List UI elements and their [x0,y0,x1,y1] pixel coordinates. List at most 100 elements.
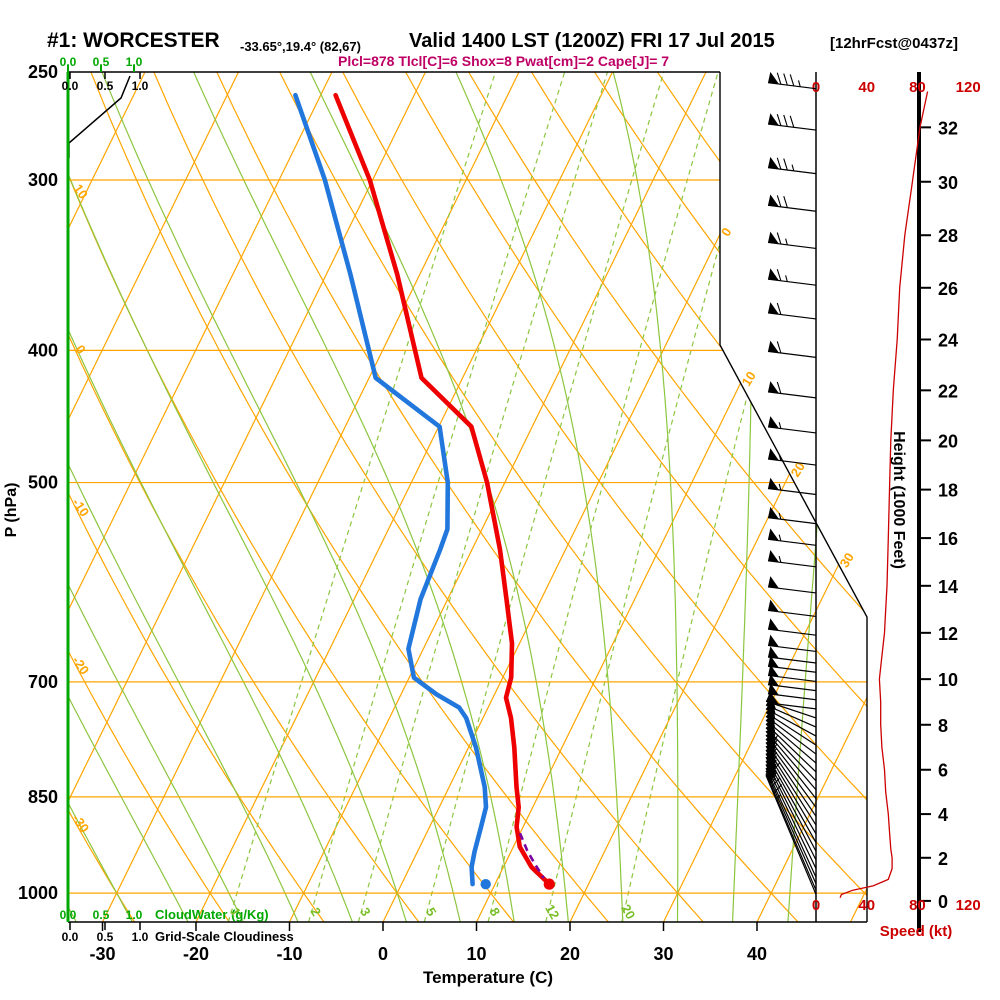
wind-barbs [765,71,817,895]
wind-barb-full [783,158,788,171]
right-border [719,72,868,922]
dry-adiabat-line [216,72,799,922]
wind-barb-half [778,556,782,563]
wind-barb-stem [765,775,817,895]
wind-barb-pennant [768,599,779,612]
pressure-tick-label: 300 [28,170,58,190]
wind-barb-stem [767,674,817,683]
cloudwater-axis-title: CloudWater (g/Kg) [155,907,269,922]
isotherm-line [68,72,146,922]
station-title: #1: WORCESTER [47,29,220,52]
wind-barb-half [785,275,788,282]
isotherm-line [68,72,240,922]
mixing-ratio-line [308,72,566,922]
pressure-tick-label: 250 [28,62,58,82]
wind-speed-profile [839,91,929,898]
station-coordinates: -33.65°,19.4° (82,67) [240,39,361,54]
wind-barb-half [773,735,778,742]
dry-adiabat-line [68,72,420,922]
height-tick-label: 12 [938,624,958,644]
dry-adiabat-line [845,72,867,922]
moist-adiabat-line [307,72,569,922]
wind-barb-half [791,164,795,172]
dry-adiabat-line [68,72,230,922]
height-tick-label: 22 [938,381,958,401]
wind-barb-full [776,381,782,394]
temperature-axis-title: Temperature (C) [423,968,553,987]
height-tick-label: 8 [938,716,948,736]
wind-barb-pennant [768,302,779,315]
surface-temperature-dot [543,878,555,890]
pressure-tick-label: 700 [28,672,58,692]
temperature-tick-label: 0 [378,944,388,964]
cloudiness-scale-label-top: 1.0 [132,79,149,93]
cloudiness-scale-label-top: 0.0 [62,79,79,93]
dry-adiabat-line [405,72,867,922]
wind-barb-full [783,73,788,86]
wind-barb-half [785,238,788,246]
wind-barb-pennant [768,416,779,429]
speed-scale-label-top: 0 [812,79,820,96]
dewpoint-curve [293,92,489,887]
wind-barb-pennant [768,194,779,207]
speed-scale-label-bottom: 0 [812,897,820,914]
mixing-ratio-line [227,72,497,922]
wind-barb-pennant [768,71,779,85]
temperature-tick-label: -10 [276,944,302,964]
isotherm-line [288,72,707,922]
wind-barb-pennant [768,618,779,631]
wind-barb-pennant [768,655,779,668]
moist-adiabat-line [190,72,515,922]
isotherm-line [195,72,614,922]
wind-barb-stem [767,609,817,618]
wind-barb-pennant [768,646,779,659]
height-tick-label: 28 [938,226,958,246]
height-tick-label: 10 [938,670,958,690]
wind-barb-stem [765,700,817,719]
isotherm-line [475,72,867,922]
isotherm-line [68,72,333,922]
temperature-tick-label: 10 [466,944,486,964]
wind-barb-pennant [768,506,779,519]
cloudiness-scale-label-top: 0.5 [97,79,114,93]
speed-axis-title: Speed (kt) [880,923,953,940]
mixing-ratio-label: 8 [487,905,504,919]
wind-barb-pennant [768,448,779,461]
height-tick-label: 2 [938,849,948,869]
cloudwater-scale-label-bottom: 0.5 [93,908,110,922]
moist-adiabat-line [68,72,133,922]
surface-dewpoint-dot [480,878,491,890]
temperature-tick-label: 20 [560,944,580,964]
wind-barb-pennant [768,664,779,677]
isotherm-label: 10 [739,369,759,389]
sounding-parameters: Plcl=878 Tlcl[C]=6 Shox=8 Pwat[cm]=2 Cap… [338,53,670,69]
mixing-ratio-label: 2 [307,905,324,919]
valid-time-title: Valid 1400 LST (1200Z) FRI 17 Jul 2015 [409,30,775,52]
dry-adiabat-line [972,72,1000,922]
wind-barb-stem [765,764,817,869]
dry-adiabat-label: -20 [69,653,92,677]
moist-adiabat-line [732,72,753,922]
moist-adiabat-line [68,72,189,922]
pressure-tick-label: 850 [28,787,58,807]
wind-barb-full [783,114,788,127]
dry-adiabat-label: 10 [70,181,91,201]
isotherm-line [849,72,867,922]
height-tick-label: 26 [938,279,958,299]
cloudwater-scale-label-bottom: 1.0 [126,908,143,922]
dry-adiabat-line [68,72,135,922]
wind-barb-pennant [768,268,779,281]
wind-barb-pennant [768,576,779,589]
isotherm-label: 30 [837,550,857,570]
wind-barb-full [776,195,782,208]
speed-scale-label-top: 80 [909,79,926,96]
wind-barb-pennant [768,528,779,541]
cloudiness-scale-label-bottom: 1.0 [132,930,149,944]
mixing-ratio-label: 3 [357,905,374,919]
speed-scale-label-top: 40 [858,79,875,96]
wind-barb-stem [767,644,817,653]
wind-barb-half [797,80,801,87]
wind-barb-pennant [768,231,779,244]
moist-adiabat-line [99,72,461,922]
moist-adiabat-line [787,72,851,922]
